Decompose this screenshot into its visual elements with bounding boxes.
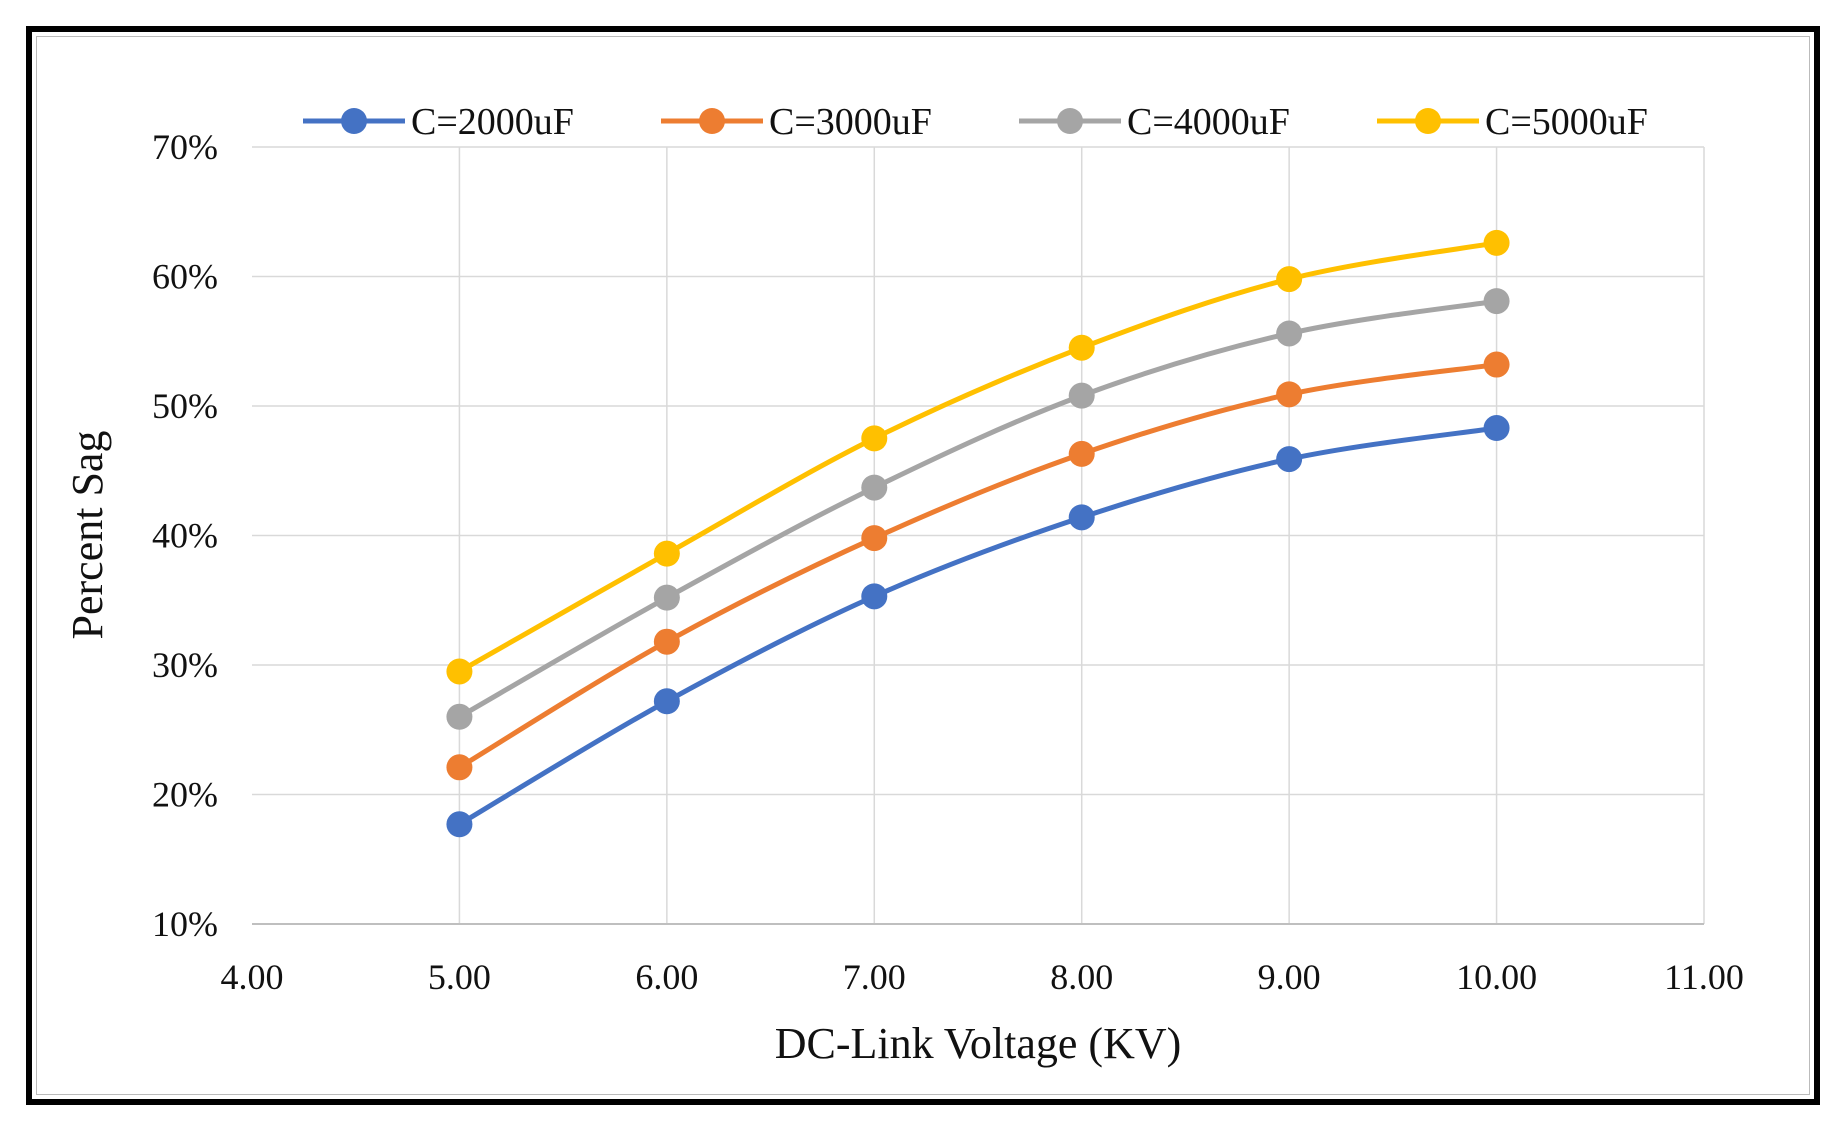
data-point [1276, 381, 1303, 408]
data-point [446, 703, 473, 730]
data-point [653, 628, 680, 655]
data-point [861, 425, 888, 452]
y-tick-label: 40% [152, 516, 218, 556]
data-point [1068, 440, 1095, 467]
legend-label: C=3000uF [769, 101, 932, 143]
series-line [458, 425, 1497, 827]
axes: 10% 20% 30% 40% 50% 60% 70% 4.00 5.00 6.00 7.00 8.0… [152, 127, 1744, 997]
y-tick-label: 30% [152, 645, 218, 685]
data-point [1276, 266, 1303, 293]
legend-label: C=4000uF [1127, 101, 1290, 143]
y-tick-label: 20% [152, 775, 218, 815]
x-tick-label: 4.00 [221, 957, 284, 997]
series-group [446, 229, 1510, 838]
x-tick-label: 5.00 [428, 957, 491, 997]
data-point [1276, 320, 1303, 347]
inner-border [36, 36, 1810, 1095]
data-point [1483, 229, 1510, 256]
y-tick-label: 50% [152, 386, 218, 426]
gridlines [252, 146, 1705, 924]
data-point [1483, 288, 1510, 315]
y-tick-label: 70% [152, 127, 218, 167]
data-point [1068, 382, 1095, 409]
data-point [446, 658, 473, 685]
x-tick-label: 8.00 [1050, 957, 1113, 997]
y-tick-label: 10% [152, 904, 218, 944]
data-point [446, 811, 473, 838]
x-tick-label: 6.00 [635, 957, 698, 997]
data-point [653, 584, 680, 611]
y-axis-title: Percent Sag [63, 431, 112, 640]
data-point [1483, 351, 1510, 378]
data-point [1068, 504, 1095, 531]
data-point [653, 540, 680, 567]
data-point [1276, 446, 1303, 473]
y-tick-label: 60% [152, 257, 218, 297]
x-axis-title: DC-Link Voltage (KV) [775, 1019, 1182, 1068]
chart-frame [26, 26, 1820, 1105]
data-point [446, 754, 473, 781]
data-point [653, 688, 680, 715]
data-point [861, 525, 888, 552]
series-line [458, 298, 1497, 719]
series-line [458, 240, 1498, 674]
legend-marker [1415, 108, 1441, 134]
data-point [1068, 334, 1095, 361]
data-point [1483, 415, 1510, 442]
x-tick-label: 10.00 [1456, 957, 1537, 997]
legend: C=2000uF C=3000uF C=4000uF C=5000uF [303, 101, 1648, 143]
x-tick-label: 7.00 [843, 957, 906, 997]
x-tick-label: 11.00 [1664, 957, 1744, 997]
legend-marker [1057, 108, 1083, 134]
data-point [861, 474, 888, 501]
data-point [861, 583, 888, 610]
legend-label: C=2000uF [411, 101, 574, 143]
legend-label: C=5000uF [1485, 101, 1648, 143]
legend-marker [341, 108, 367, 134]
legend-marker [699, 108, 725, 134]
series-line [458, 362, 1497, 770]
x-tick-label: 9.00 [1258, 957, 1321, 997]
